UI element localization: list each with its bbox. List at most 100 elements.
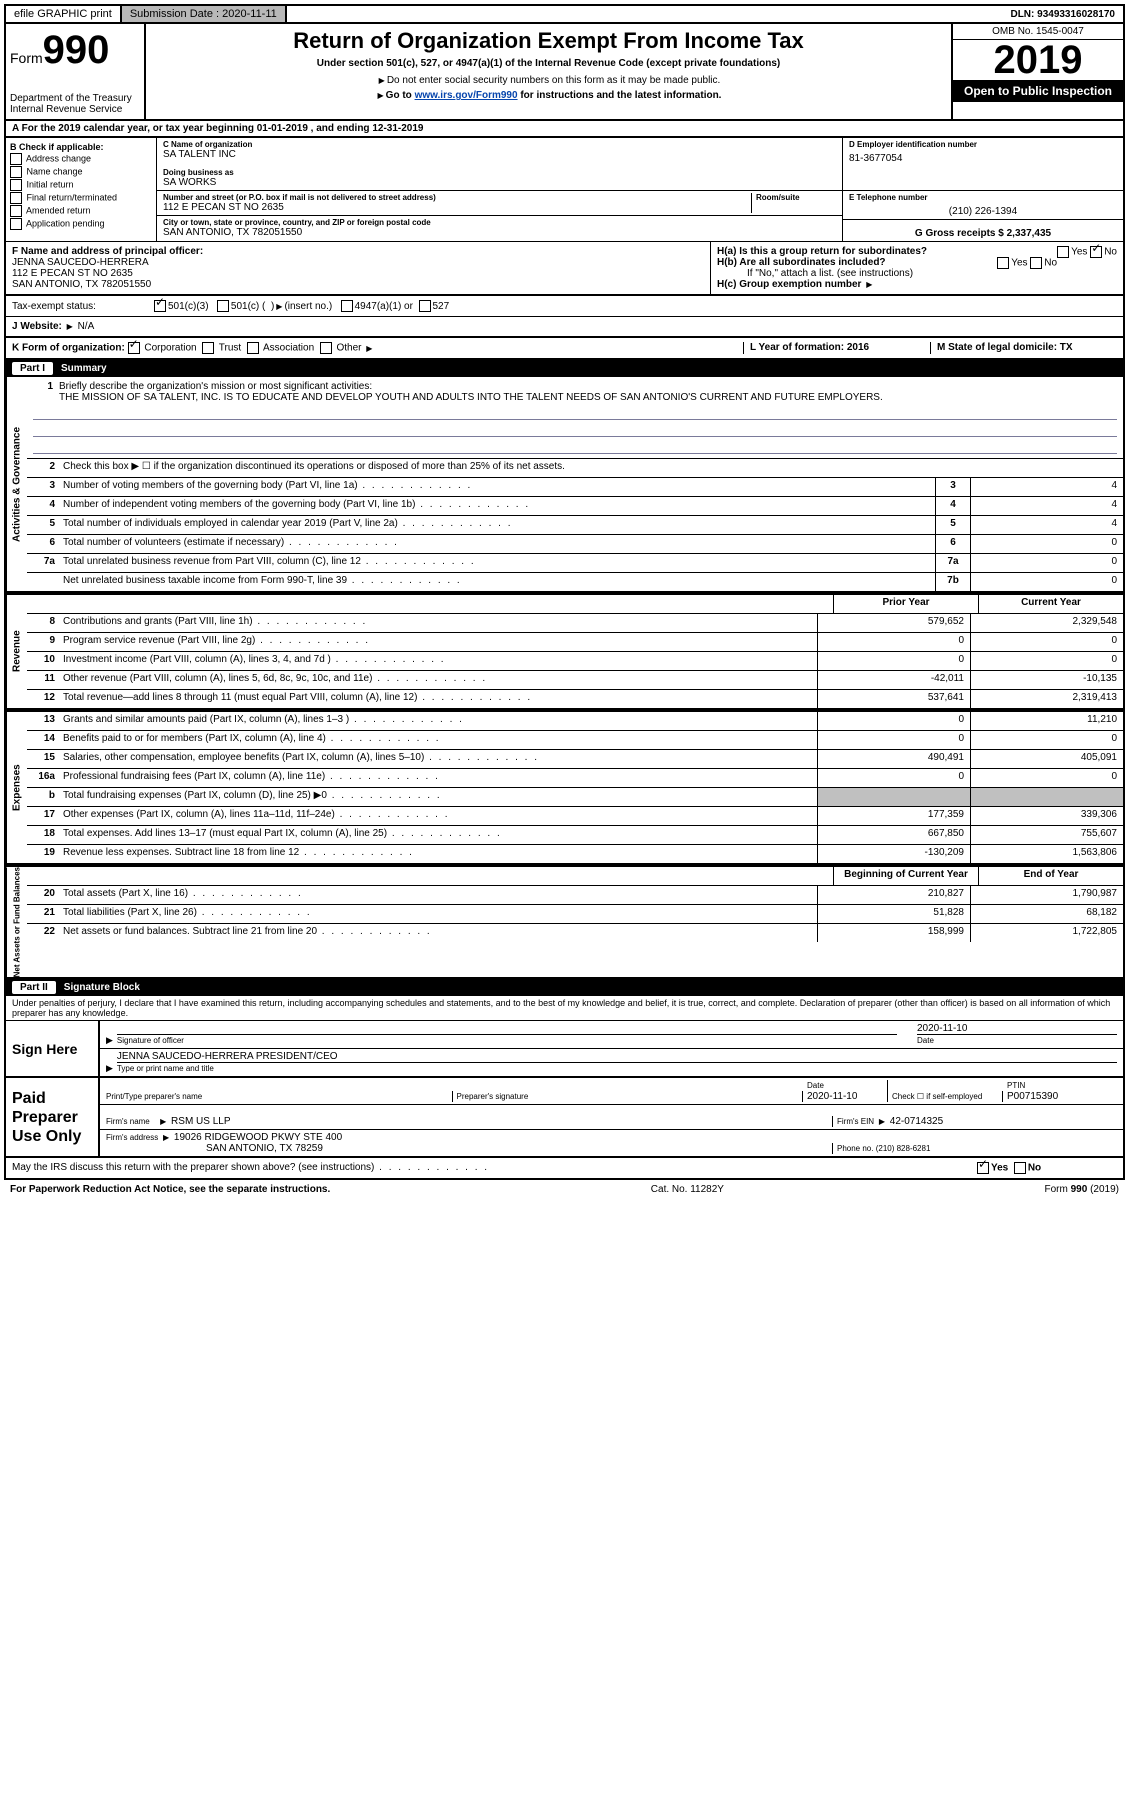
4947-checkbox[interactable] <box>341 300 353 312</box>
street-label: Number and street (or P.O. box if mail i… <box>163 193 751 202</box>
section-b-item: Final return/terminated <box>10 192 152 204</box>
section-bcd: B Check if applicable: Address change Na… <box>4 138 1125 241</box>
expenses-tab: Expenses <box>6 712 27 863</box>
revenue-tab: Revenue <box>6 595 27 708</box>
current-year-header: Current Year <box>978 595 1123 613</box>
tax-year: 2019 <box>953 40 1123 80</box>
checkbox[interactable] <box>10 205 22 217</box>
sig-name-title: JENNA SAUCEDO-HERRERA PRESIDENT/CEO <box>117 1051 1117 1062</box>
501c3-checkbox[interactable] <box>154 300 166 312</box>
city-value: SAN ANTONIO, TX 782051550 <box>163 227 836 238</box>
527-checkbox[interactable] <box>419 300 431 312</box>
hb-yes-checkbox[interactable] <box>997 257 1009 269</box>
irs-label: Internal Revenue Service <box>10 104 140 115</box>
governance-tab: Activities & Governance <box>6 377 27 591</box>
section-fh: F Name and address of principal officer:… <box>4 241 1125 296</box>
ptin-value: P00715390 <box>1007 1091 1058 1102</box>
form-header: Form990 Department of the Treasury Inter… <box>4 24 1125 121</box>
type-name-label: Type or print name and title <box>117 1064 214 1073</box>
tax-exempt-label: Tax-exempt status: <box>12 301 154 312</box>
netassets-section: Net Assets or Fund Balances Beginning of… <box>4 865 1125 979</box>
irs-link[interactable]: www.irs.gov/Form990 <box>415 90 518 101</box>
expense-line: 13Grants and similar amounts paid (Part … <box>27 712 1123 731</box>
ein-value: 81-3677054 <box>849 153 1117 164</box>
revenue-line: 9Program service revenue (Part VIII, lin… <box>27 633 1123 652</box>
hb-no-checkbox[interactable] <box>1030 257 1042 269</box>
501c-checkbox[interactable] <box>217 300 229 312</box>
footer-left: For Paperwork Reduction Act Notice, see … <box>10 1184 330 1195</box>
officer-street: 112 E PECAN ST NO 2635 <box>12 268 133 279</box>
section-b-item: Initial return <box>10 179 152 191</box>
arrow-icon <box>106 1063 117 1074</box>
sig-officer-label: Signature of officer <box>117 1036 184 1045</box>
arrow-icon <box>106 1035 117 1046</box>
tax-exempt-row: Tax-exempt status: 501(c)(3) 501(c) ( ) … <box>4 296 1125 317</box>
k-assoc-checkbox[interactable] <box>247 342 259 354</box>
efile-label: efile GRAPHIC print <box>6 6 122 22</box>
discuss-yes-checkbox[interactable] <box>977 1162 989 1174</box>
part2-header: Part II Signature Block <box>4 979 1125 996</box>
ha-label: H(a) Is this a group return for subordin… <box>717 246 927 257</box>
part1-header: Part I Summary <box>4 360 1125 377</box>
row-a-tax-year: A For the 2019 calendar year, or tax yea… <box>4 121 1125 138</box>
netassets-line: 20Total assets (Part X, line 16)210,8271… <box>27 886 1123 905</box>
governance-line: 7aTotal unrelated business revenue from … <box>27 554 1123 573</box>
m-state: M State of legal domicile: TX <box>937 342 1073 353</box>
k-trust-checkbox[interactable] <box>202 342 214 354</box>
f-label: F Name and address of principal officer: <box>12 246 203 257</box>
checkbox[interactable] <box>10 218 22 230</box>
note-ssn: Do not enter social security numbers on … <box>387 75 720 86</box>
mission-desc: Briefly describe the organization's miss… <box>59 381 372 392</box>
revenue-line: 8Contributions and grants (Part VIII, li… <box>27 614 1123 633</box>
org-name: SA TALENT INC <box>163 149 836 160</box>
dept-treasury: Department of the Treasury <box>10 93 140 104</box>
phone-value: (210) 226-1394 <box>849 206 1117 217</box>
governance-line: 2Check this box ▶ ☐ if the organization … <box>27 459 1123 478</box>
website-row: J Website: N/A <box>4 317 1125 338</box>
section-b-item: Name change <box>10 166 152 178</box>
ha-no-checkbox[interactable] <box>1090 246 1102 258</box>
checkbox[interactable] <box>10 192 22 204</box>
revenue-line: 12Total revenue—add lines 8 through 11 (… <box>27 690 1123 708</box>
dba-value: SA WORKS <box>163 177 836 188</box>
governance-line: Net unrelated business taxable income fr… <box>27 573 1123 591</box>
expense-line: 14Benefits paid to or for members (Part … <box>27 731 1123 750</box>
hc-label: H(c) Group exemption number <box>717 279 861 290</box>
sign-here-label: Sign Here <box>6 1021 100 1076</box>
hb-label: H(b) Are all subordinates included? <box>717 257 886 268</box>
section-b-item: Application pending <box>10 218 152 230</box>
revenue-section: Revenue Prior Year Current Year 8Contrib… <box>4 593 1125 710</box>
officer-city: SAN ANTONIO, TX 782051550 <box>12 279 151 290</box>
firm-phone: Phone no. (210) 828-6281 <box>837 1144 930 1153</box>
revenue-line: 11Other revenue (Part VIII, column (A), … <box>27 671 1123 690</box>
discuss-row: May the IRS discuss this return with the… <box>4 1158 1125 1180</box>
discuss-no-checkbox[interactable] <box>1014 1162 1026 1174</box>
end-year-header: End of Year <box>978 867 1123 885</box>
ha-yes-checkbox[interactable] <box>1057 246 1069 258</box>
revenue-line: 10Investment income (Part VIII, column (… <box>27 652 1123 671</box>
k-other-checkbox[interactable] <box>320 342 332 354</box>
phone-label: E Telephone number <box>849 193 1117 202</box>
section-b-label: B Check if applicable: <box>10 142 104 152</box>
room-label: Room/suite <box>756 193 836 202</box>
expense-line: 19Revenue less expenses. Subtract line 1… <box>27 845 1123 863</box>
firm-name: RSM US LLP <box>171 1116 230 1127</box>
dba-label: Doing business as <box>163 168 836 177</box>
ein-label: D Employer identification number <box>849 140 1117 149</box>
checkbox[interactable] <box>10 153 22 165</box>
form-subtitle: Under section 501(c), 527, or 4947(a)(1)… <box>154 58 943 69</box>
c-name-label: C Name of organization <box>163 140 836 149</box>
sig-date-label: Date <box>917 1036 934 1045</box>
hb-note: If "No," attach a list. (see instruction… <box>717 268 1117 279</box>
checkbox[interactable] <box>10 166 22 178</box>
mission-text: THE MISSION OF SA TALENT, INC. IS TO EDU… <box>33 392 1117 403</box>
checkbox[interactable] <box>10 179 22 191</box>
governance-line: 4Number of independent voting members of… <box>27 497 1123 516</box>
footer-right: Form 990 (2019) <box>1045 1184 1119 1195</box>
sig-declaration: Under penalties of perjury, I declare th… <box>6 996 1123 1021</box>
k-corp-checkbox[interactable] <box>128 342 140 354</box>
officer-name: JENNA SAUCEDO-HERRERA <box>12 257 149 268</box>
beginning-year-header: Beginning of Current Year <box>833 867 978 885</box>
part2-title: Signature Block <box>64 982 140 993</box>
k-label: K Form of organization: <box>12 343 125 354</box>
